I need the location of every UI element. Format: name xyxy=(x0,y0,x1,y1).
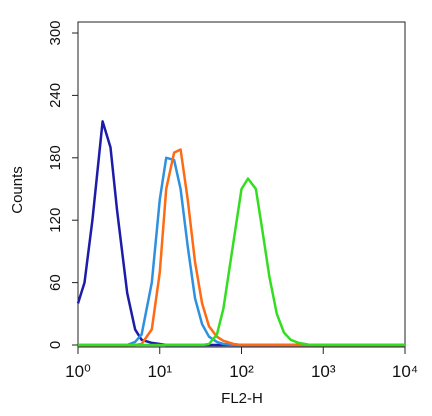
y-tick-label: 240 xyxy=(47,83,64,108)
x-tick-label: 10³ xyxy=(311,362,336,381)
histogram-line xyxy=(78,177,405,347)
x-axis-label: FL2-H xyxy=(221,390,263,407)
y-tick-label: 180 xyxy=(47,145,64,170)
x-tick-label: 10⁴ xyxy=(392,362,418,381)
y-axis-label: Counts xyxy=(9,166,26,214)
x-tick-label: 10⁰ xyxy=(65,362,91,381)
y-tick-label: 300 xyxy=(47,20,64,45)
x-tick-label: 10² xyxy=(229,362,254,381)
y-tick-label: 60 xyxy=(47,274,64,291)
x-tick-label: 10¹ xyxy=(147,362,172,381)
y-tick-label: 0 xyxy=(47,341,64,349)
y-tick-label: 120 xyxy=(47,208,64,233)
